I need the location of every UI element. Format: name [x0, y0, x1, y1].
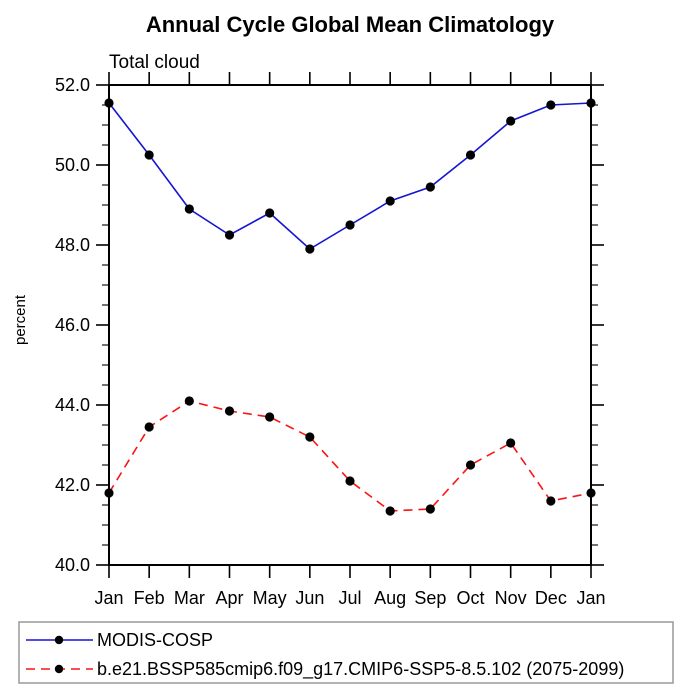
legend-marker-dot	[54, 664, 64, 674]
x-tick-label: May	[253, 588, 287, 608]
x-tick-label: Apr	[215, 588, 243, 608]
series-1-marker	[305, 432, 315, 442]
legend-marker-dot	[54, 635, 64, 645]
legend: MODIS-COSP b.e21.BSSP585cmip6.f09_g17.CM…	[18, 621, 674, 684]
plot-area: Jan Feb Mar Apr May Jun Jul Aug Sep Oct Nov Dec Jan4…	[55, 72, 606, 608]
chart-title: Annual Cycle Global Mean Climatology	[146, 12, 555, 37]
series-0-marker	[546, 100, 556, 110]
series-0-marker	[265, 208, 275, 218]
y-tick-label: 40.0	[55, 555, 90, 575]
chart-subtitle: Total cloud	[109, 52, 200, 73]
x-tick-label: Aug	[374, 588, 406, 608]
y-tick-label: 44.0	[55, 395, 90, 415]
x-tick-label: Jun	[295, 588, 324, 608]
x-tick-label: Dec	[535, 588, 567, 608]
series-1-marker	[345, 476, 355, 486]
series-1-marker	[546, 496, 556, 506]
series-1-marker	[465, 460, 476, 470]
series-0-marker	[224, 230, 235, 240]
series-1-marker	[265, 412, 275, 422]
series-0-marker	[465, 150, 476, 160]
y-tick-label: 48.0	[55, 235, 90, 255]
legend-item-modis: MODIS-COSP	[26, 630, 213, 650]
x-tick-label: Jan	[94, 588, 123, 608]
series-0-marker	[345, 220, 355, 230]
series-0-marker	[506, 116, 516, 126]
x-tick-label: Sep	[414, 588, 446, 608]
series-0-marker	[385, 196, 395, 206]
x-tick-label: Feb	[134, 588, 165, 608]
series-1-marker	[144, 422, 154, 432]
legend-item-model: b.e21.BSSP585cmip6.f09_g17.CMIP6-SSP5-8.…	[26, 659, 624, 680]
x-tick-label: Jan	[576, 588, 605, 608]
y-tick-label: 46.0	[55, 315, 90, 335]
series-0-marker	[425, 182, 435, 192]
legend-label-modis: MODIS-COSP	[97, 630, 213, 650]
series-1-marker	[425, 504, 435, 514]
plot-frame	[108, 84, 592, 566]
y-tick-label: 50.0	[55, 155, 90, 175]
x-tick-label: Jul	[338, 588, 361, 608]
legend-box	[18, 621, 674, 684]
x-tick-label: Oct	[456, 588, 484, 608]
y-axis-label: percent	[12, 294, 29, 345]
x-tick-label: Nov	[495, 588, 527, 608]
series-1-marker	[184, 396, 194, 406]
series-0-marker	[184, 204, 194, 214]
series-1-marker	[385, 506, 395, 516]
series-0-marker	[144, 150, 154, 160]
x-tick-label: Mar	[174, 588, 205, 608]
series-0-marker	[305, 244, 315, 254]
legend-label-model: b.e21.BSSP585cmip6.f09_g17.CMIP6-SSP5-8.…	[97, 659, 624, 680]
series-1-line	[108, 400, 592, 512]
y-tick-label: 52.0	[55, 75, 90, 95]
y-tick-label: 42.0	[55, 475, 90, 495]
series-1-marker	[506, 438, 516, 448]
series-1-marker	[224, 406, 235, 416]
